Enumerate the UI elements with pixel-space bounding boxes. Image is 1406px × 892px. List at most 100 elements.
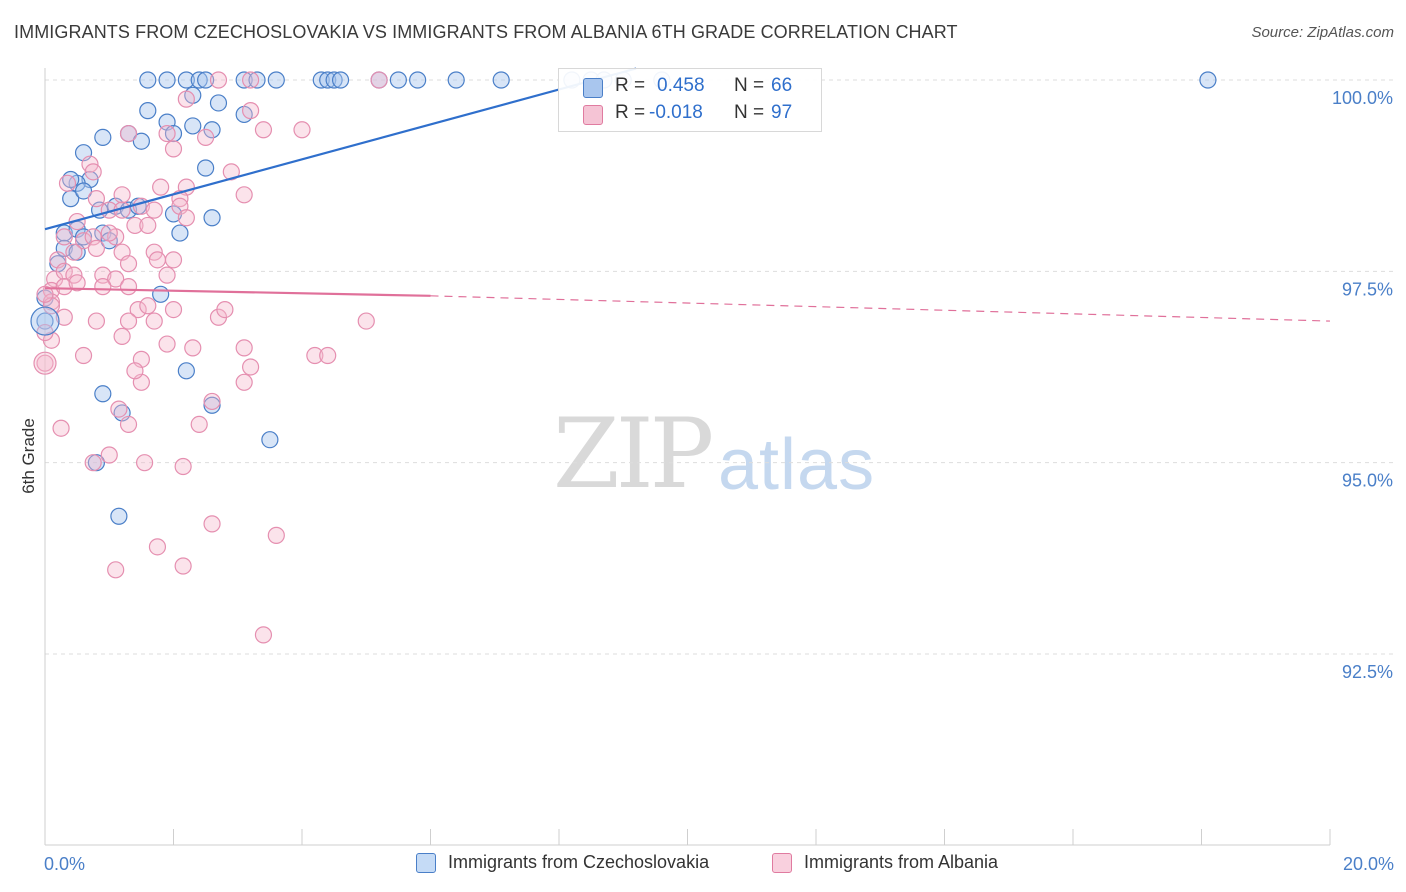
point-czechoslovakia	[177, 362, 195, 380]
y-tick-label: 97.5%	[1342, 279, 1393, 299]
y-tick-label: 95.0%	[1342, 471, 1393, 491]
point-albania	[119, 124, 138, 143]
point-czechoslovakia	[261, 431, 279, 449]
point-albania	[174, 457, 192, 476]
legend-n-label: N =	[734, 102, 765, 123]
point-czechoslovakia	[203, 396, 221, 414]
legend-n-label: N =	[734, 75, 765, 96]
point-albania	[235, 339, 253, 357]
legend-swatch-blue	[583, 78, 603, 98]
point-albania	[158, 266, 176, 284]
legend-swatch-pink	[583, 105, 603, 125]
point-albania	[242, 102, 260, 120]
point-czechoslovakia	[171, 224, 189, 242]
point-albania	[129, 301, 147, 319]
point-czechoslovakia	[197, 71, 215, 89]
point-albania	[55, 308, 73, 326]
point-czechoslovakia	[139, 71, 157, 89]
point-albania	[139, 216, 157, 235]
correlation-legend: R = 0.458 N = 66 R = -0.018 N = 97	[558, 68, 822, 132]
legend-row-czechoslovakia: R = 0.458 N = 66	[559, 73, 821, 101]
point-albania	[190, 415, 208, 433]
watermark-atlas: atlas	[718, 425, 876, 505]
point-czechoslovakia	[94, 128, 112, 146]
point-albania	[107, 270, 125, 288]
point-czechoslovakia	[190, 71, 208, 89]
point-albania	[55, 278, 73, 296]
legend-row-albania: R = -0.018 N = 97	[559, 100, 821, 128]
point-albania	[87, 239, 106, 257]
point-albania	[74, 346, 93, 365]
chart-source: Source: ZipAtlas.com	[1251, 24, 1394, 41]
point-czechoslovakia	[158, 71, 176, 89]
legend-r-value: 0.458	[657, 75, 705, 96]
point-albania	[319, 346, 337, 365]
point-czechoslovakia	[197, 159, 215, 177]
point-czechoslovakia	[152, 285, 170, 303]
point-albania	[87, 190, 106, 208]
point-albania	[184, 339, 202, 357]
point-albania	[254, 626, 273, 644]
point-albania	[94, 278, 112, 296]
point-czechoslovakia	[389, 71, 407, 89]
point-albania	[145, 312, 163, 330]
watermark-zip: ZIP	[553, 398, 714, 510]
y-axis-title: 6th Grade	[19, 418, 38, 494]
point-albania	[197, 128, 215, 146]
point-albania	[107, 561, 125, 579]
series-legend: Immigrants from Czechoslovakia Immigrant…	[0, 852, 1406, 876]
point-albania	[126, 216, 144, 235]
legend-item-albania[interactable]: Immigrants from Albania	[772, 852, 998, 873]
point-czechoslovakia	[74, 228, 93, 246]
point-czechoslovakia	[319, 71, 337, 89]
trendline-albania	[44, 287, 431, 297]
point-czechoslovakia	[177, 71, 195, 89]
point-czechoslovakia	[331, 71, 350, 89]
point-czechoslovakia	[492, 71, 510, 89]
point-albania	[68, 274, 86, 292]
point-albania	[55, 262, 73, 280]
point-albania	[52, 419, 70, 437]
point-albania	[158, 335, 176, 353]
point-albania	[242, 358, 260, 376]
y-tick-label: 92.5%	[1342, 662, 1393, 682]
point-czechoslovakia	[110, 507, 128, 525]
legend-n-value: 66	[771, 75, 793, 96]
point-albania	[203, 392, 221, 411]
point-albania	[293, 121, 311, 139]
point-albania	[203, 515, 221, 533]
point-albania	[74, 232, 93, 250]
point-albania	[177, 90, 195, 108]
trendline-albania-extension	[430, 295, 1331, 322]
y-tick-label: 100.0%	[1332, 88, 1393, 108]
point-czechoslovakia	[30, 306, 60, 336]
legend-r-value: -0.018	[649, 102, 703, 123]
point-czechoslovakia	[267, 71, 285, 89]
point-albania	[33, 351, 57, 375]
point-albania	[100, 446, 118, 464]
legend-label-czechoslovakia: Immigrants from Czechoslovakia	[448, 852, 710, 872]
point-albania	[126, 362, 144, 380]
point-albania	[164, 301, 183, 319]
point-albania	[84, 454, 102, 472]
point-albania	[84, 163, 102, 181]
point-albania	[148, 251, 167, 269]
legend-item-czechoslovakia[interactable]: Immigrants from Czechoslovakia	[416, 852, 709, 873]
x-tick-label: 0.0%	[44, 854, 85, 874]
point-albania	[36, 285, 54, 303]
point-albania	[242, 71, 260, 89]
point-albania	[158, 124, 176, 143]
point-albania	[100, 224, 118, 242]
point-albania	[306, 346, 324, 365]
point-albania	[139, 297, 157, 315]
point-albania	[87, 312, 106, 330]
point-czechoslovakia	[203, 209, 221, 227]
point-albania	[148, 538, 167, 556]
chart-title: IMMIGRANTS FROM CZECHOSLOVAKIA VS IMMIGR…	[14, 22, 958, 42]
point-albania	[209, 71, 228, 89]
x-tick-label: 20.0%	[1343, 854, 1394, 874]
point-albania	[58, 174, 77, 192]
point-czechoslovakia	[312, 71, 330, 89]
point-albania	[254, 121, 273, 139]
